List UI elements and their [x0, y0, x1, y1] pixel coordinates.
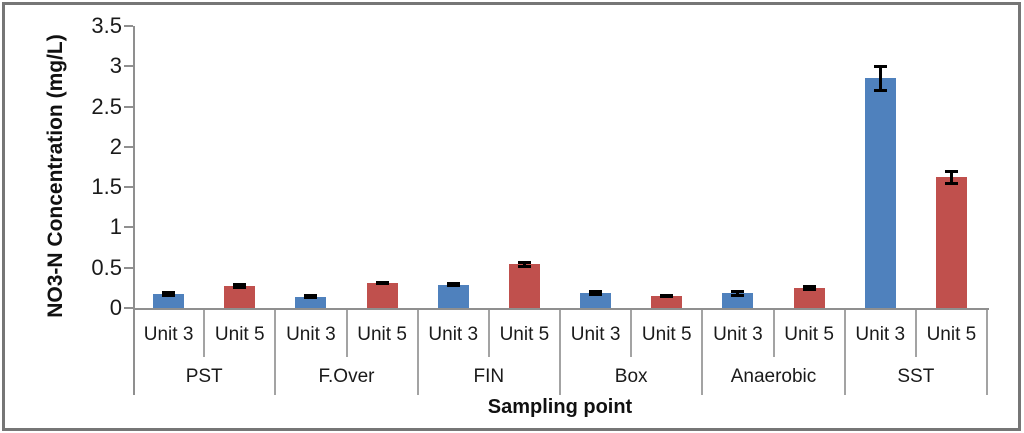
unit-label: Unit 5	[926, 324, 977, 345]
group-separator	[416, 310, 419, 395]
error-bar-cap-bottom	[802, 287, 816, 291]
error-bar-cap-top	[731, 290, 745, 294]
error-bar-cap-top	[446, 282, 460, 286]
x-axis-title: Sampling point	[487, 396, 633, 418]
error-bar-line	[949, 171, 953, 184]
unit-label: Unit 3	[570, 324, 621, 345]
group-separator	[559, 310, 561, 395]
unit-separator	[487, 310, 490, 357]
unit-separator	[345, 310, 348, 357]
unit-label: Unit 5	[641, 324, 692, 345]
group-separator	[701, 310, 704, 395]
bar-unit5-sst	[935, 177, 967, 308]
bar-unit5-pst	[224, 286, 256, 308]
y-tick-label: 2	[109, 133, 122, 159]
unit-separator	[203, 310, 206, 357]
error-bar-cap-top	[517, 260, 531, 264]
bar-unit3-anaerobic	[722, 293, 754, 308]
bar-unit3-box	[580, 292, 612, 308]
error-bar-line	[594, 291, 598, 295]
group-label: SST	[897, 366, 935, 387]
y-tick-label: 3.5	[91, 13, 122, 38]
bar-unit3-fin	[437, 284, 469, 308]
y-tick-label: 1	[109, 214, 122, 240]
bar-unit3-fover	[295, 296, 327, 308]
bar-unit5-fin	[508, 264, 540, 308]
y-tick-mark	[124, 226, 133, 229]
bar-unit3-sst	[864, 78, 896, 308]
error-bar-line	[736, 291, 740, 296]
error-bar-cap-top	[589, 289, 603, 293]
error-bar-cap-top	[944, 170, 958, 174]
error-bar-line	[522, 262, 526, 267]
group-separator	[843, 310, 846, 395]
y-tick-label: 0	[109, 295, 122, 320]
error-bar-cap-top	[375, 280, 389, 284]
unit-label: Unit 3	[286, 324, 336, 345]
error-bar-cap-bottom	[517, 265, 531, 269]
y-tick-mark	[124, 145, 133, 148]
y-tick-mark	[124, 105, 133, 108]
group-label: Anaerobic	[730, 366, 817, 387]
error-bar-cap-top	[233, 283, 247, 287]
unit-label: Unit 5	[357, 324, 407, 345]
group-separator	[274, 310, 277, 395]
error-bar-cap-bottom	[944, 181, 958, 185]
bar-unit5-fover	[366, 283, 398, 308]
y-tick-label: 0.5	[91, 254, 122, 280]
error-bar-cap-bottom	[589, 292, 603, 296]
error-bar-cap-bottom	[304, 296, 318, 300]
y-tick-label: 1.5	[91, 174, 122, 200]
bar-unit5-anaerobic	[793, 287, 825, 308]
unit-separator	[772, 310, 775, 357]
error-bar-cap-bottom	[731, 293, 745, 297]
error-bar-cap-bottom	[446, 283, 460, 287]
unit-label: Unit 3	[428, 324, 479, 345]
unit-label: Unit 5	[784, 324, 834, 345]
group-label: FIN	[473, 366, 505, 387]
unit-label: Unit 5	[214, 324, 265, 345]
error-bar-line	[807, 286, 811, 290]
error-bar-cap-bottom	[660, 295, 674, 299]
bar-unit5-box	[651, 295, 683, 308]
error-bar-line	[238, 284, 242, 288]
error-bar-cap-bottom	[873, 88, 887, 92]
group-label: F.Over	[318, 366, 375, 387]
error-bar-cap-bottom	[375, 282, 389, 286]
y-tick-mark	[124, 25, 133, 27]
unit-label: Unit 3	[713, 324, 763, 345]
y-tick-mark	[124, 65, 133, 68]
x-axis-line	[133, 308, 989, 310]
group-separator	[986, 310, 988, 395]
error-bar-line	[167, 292, 171, 296]
y-tick-mark	[124, 186, 133, 189]
error-bar-cap-bottom	[162, 294, 176, 298]
y-axis-line	[133, 26, 135, 395]
unit-label: Unit 3	[855, 324, 906, 345]
error-bar-cap-top	[304, 294, 318, 298]
error-bar-cap-top	[873, 64, 887, 68]
y-tick-mark	[124, 266, 133, 269]
error-bar-cap-top	[660, 293, 674, 297]
group-label: PST	[185, 366, 223, 387]
error-bar-line	[878, 66, 882, 91]
y-tick-label: 3	[109, 53, 122, 79]
error-bar-cap-top	[802, 284, 816, 288]
unit-label: Unit 5	[499, 324, 550, 345]
bar-unit3-pst	[153, 294, 185, 308]
error-bar-cap-top	[162, 291, 176, 295]
error-bar-cap-bottom	[233, 286, 247, 290]
unit-separator	[630, 310, 633, 357]
group-label: Box	[614, 366, 648, 387]
unit-label: Unit 3	[143, 324, 194, 345]
y-tick-mark	[124, 307, 133, 309]
unit-separator	[914, 310, 917, 357]
y-tick-label: 2.5	[91, 93, 122, 119]
